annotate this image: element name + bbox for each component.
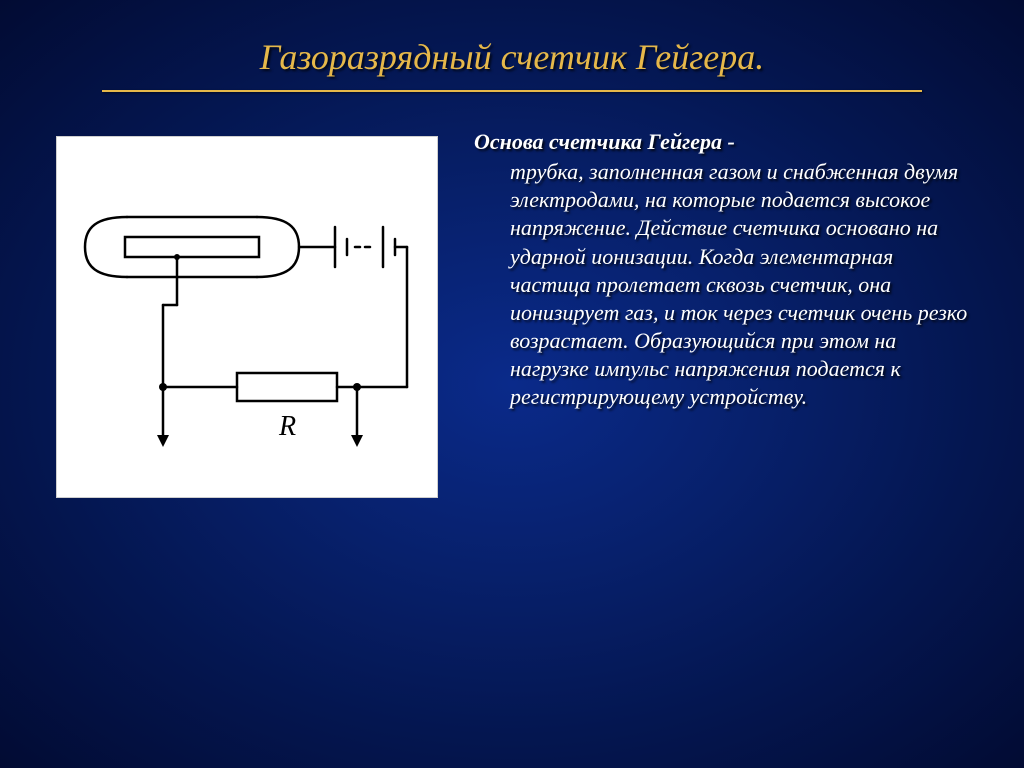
content-row: R Основа счетчика Гейгера - трубка, запо… [0, 92, 1024, 498]
resistor-label: R [278, 411, 296, 442]
body-text: Основа счетчика Гейгера - трубка, заполн… [474, 128, 968, 498]
lead-phrase: Основа счетчика Гейгера - [474, 129, 735, 154]
body-paragraph: трубка, заполненная газом и снабженная д… [474, 158, 968, 411]
circuit-svg: R [67, 147, 427, 487]
slide: Газоразрядный счетчик Гейгера. [0, 0, 1024, 768]
page-title: Газоразрядный счетчик Гейгера. [0, 36, 1024, 84]
circuit-diagram: R [56, 136, 438, 498]
